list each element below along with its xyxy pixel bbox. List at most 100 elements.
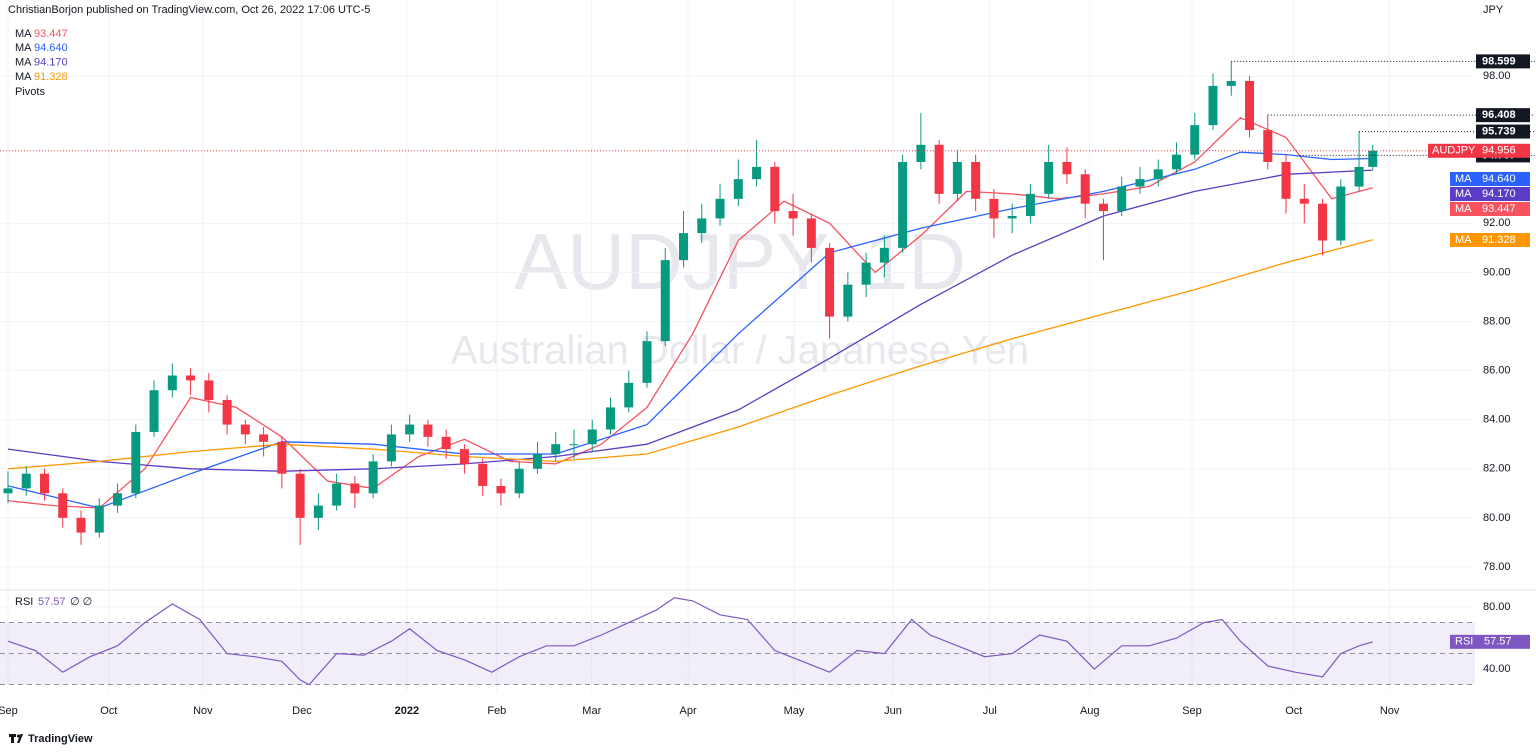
ma-label-value: 91.328 [1482,234,1516,246]
candle-body [350,483,360,494]
candle-body [76,517,86,533]
candle-body [989,198,999,219]
x-tick-label: Oct [100,705,117,717]
legend-value: 94.640 [34,42,68,54]
watermark-symbol: AUDJPY, 1D [514,217,966,306]
candle-body [277,441,287,474]
y-tick-label: 92.00 [1483,217,1511,229]
candle-body [605,407,615,430]
candle-body [405,424,415,435]
candle-body [204,380,214,401]
candle-body [240,424,250,435]
moving-average [7,117,1373,509]
candle-body [1354,166,1364,187]
ma-label-box [1450,187,1530,201]
legend-name: MA [15,42,32,54]
candle-body [478,463,488,486]
candle-body [624,382,634,408]
candle-body [58,493,68,518]
legend-value: 93.447 [34,28,68,40]
candle-body [788,211,798,219]
rsi-label-name: RSI [1455,636,1473,648]
rsi-legend: RSI [15,596,33,608]
candle-body [1318,203,1328,241]
candle-body [386,434,396,462]
candle-body [1117,186,1127,212]
price-label: 94.956 [1482,145,1516,157]
y-tick-label: 40.00 [1483,663,1511,675]
watermark-name: Australian Dollar / Japanese Yen [451,329,1029,373]
rsi-band [0,622,1475,685]
ma-label-name: MA [1455,173,1472,185]
rsi-legend-suffix: ∅ ∅ [70,596,92,608]
y-tick-label: 80.00 [1483,601,1511,613]
candle-body [149,390,159,432]
candle-body [551,444,561,455]
candle-body [3,488,13,494]
candle-body [843,284,853,317]
brand: TradingView [28,733,93,745]
x-tick-label: Sep [1182,705,1202,717]
rsi-label-box [1450,634,1530,649]
candle-body [679,233,689,261]
candle-body [1336,186,1346,241]
candle-body [1281,161,1291,199]
candle-body [1171,154,1181,170]
candle-body [733,179,743,199]
candle-body [715,198,725,219]
legend-name: MA [15,71,32,83]
y-tick-label: 86.00 [1483,364,1511,376]
ma-label-box [1450,172,1530,186]
candle-body [770,166,780,212]
plot: Sep Oct Nov Dec 2022 Feb Mar Apr May Jun Jul Aug Sep… [0,0,1535,717]
ma-label-name: MA [1455,234,1472,246]
candle-body [916,144,926,162]
symbol-label: AUDJPY [1432,145,1476,157]
candle-body [1007,215,1017,219]
y-tick-label: 82.00 [1483,463,1511,475]
candle-body [222,400,232,425]
candle-body [423,424,433,437]
y-tick-label: 84.00 [1483,414,1511,426]
candle-body [587,429,597,445]
candle-body [441,436,451,450]
candle-body [131,431,141,494]
candle-body [898,161,908,248]
x-tick-label: Aug [1080,705,1100,717]
pivot-label: 95.739 [1482,125,1516,137]
legend-value: 91.328 [34,71,68,83]
x-tick-label: Oct [1285,705,1302,717]
y-tick-label: 90.00 [1483,266,1511,278]
candle-body [1226,80,1236,86]
candle-body [660,260,670,342]
pivot-label-box [1476,54,1530,69]
publisher: ChristianBorjon published on TradingView… [8,4,370,16]
candle-body [642,341,652,383]
candle-body [806,218,816,248]
candle-body [1299,198,1309,204]
candle-body [569,444,579,446]
pivot-label-box [1476,124,1530,139]
candle-body [1080,174,1090,204]
x-tick-label: 2022 [395,705,419,717]
candle-body [879,247,889,263]
pivot-label: 96.408 [1482,109,1516,121]
y-tick-label: 78.00 [1483,561,1511,573]
candle-body [514,468,524,494]
candle-body [971,161,981,199]
currency: JPY [1483,4,1504,16]
moving-average [7,239,1373,470]
x-tick-label: Sep [0,705,18,717]
candle-body [1135,179,1145,187]
price-label-box [1428,143,1530,158]
legend-value: 94.170 [34,57,68,69]
moving-average [7,169,1373,472]
candle-body [861,262,871,285]
candle-body [94,505,104,533]
candle-body [1368,150,1378,167]
candle-body [697,218,707,234]
candle-body [332,483,342,506]
candle-body [186,375,196,381]
candle-body [1044,161,1054,194]
